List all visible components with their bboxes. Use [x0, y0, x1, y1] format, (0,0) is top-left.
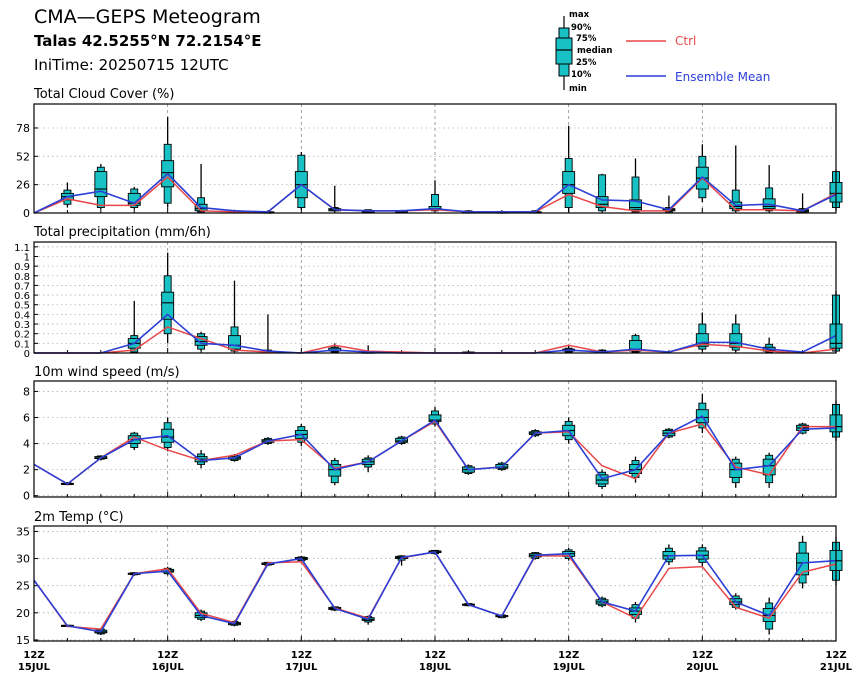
- x-label-hour: 12Z: [23, 650, 44, 661]
- header-title: CMA—GEPS Meteogram: [34, 6, 261, 28]
- cloud-cover-box-10-90: [631, 176, 640, 213]
- wind-speed-ytick-label: 2: [23, 464, 30, 477]
- x-label-day: 17JUL: [285, 662, 318, 673]
- cloud-cover-title: Total Cloud Cover (%): [33, 87, 174, 102]
- cloud-cover-box-25-75: [629, 199, 642, 211]
- cloud-cover-ytick-label: 0: [23, 207, 30, 220]
- cloud-cover-ytick-label: 52: [16, 150, 30, 163]
- precipitation-ytick-label: 0.9: [14, 262, 30, 273]
- precipitation-ytick-label: 0.1: [14, 339, 30, 350]
- precipitation-ytick-label: 0.4: [14, 310, 30, 321]
- x-label-hour: 12Z: [558, 650, 579, 661]
- precipitation-box-25-75: [161, 291, 175, 320]
- cloud-cover-box-25-75: [595, 196, 609, 208]
- legend-label-10pct: 10%: [571, 70, 592, 80]
- wind-speed-frame: [33, 380, 837, 498]
- precipitation-box-25-75: [729, 333, 743, 348]
- cloud-cover-mean-line: [33, 172, 837, 214]
- x-label-day: 21JUL: [820, 662, 853, 673]
- legend-box-25-75: [555, 37, 573, 65]
- cloud-cover-ytick-label: 78: [16, 122, 30, 135]
- wind-speed-title: 10m wind speed (m/s): [34, 365, 180, 380]
- wind-speed-ytick-label: 6: [23, 411, 30, 424]
- temperature-ytick-label: 30: [16, 553, 30, 566]
- temperature-mean-line: [33, 551, 837, 633]
- legend-label-90pct: 90%: [571, 23, 592, 33]
- wind-speed-ytick-label: 0: [23, 490, 30, 503]
- precipitation-frame: [33, 241, 837, 354]
- precipitation-ytick-label: 1: [24, 252, 30, 263]
- precipitation-box-25-75: [228, 335, 241, 350]
- x-label-hour: 12Z: [692, 650, 713, 661]
- precipitation-ytick-label: 0: [24, 349, 30, 360]
- legend-label-median: median: [577, 46, 612, 56]
- cloud-cover-box-25-75: [562, 171, 576, 194]
- temperature-frame: [33, 525, 837, 642]
- header-init-time: IniTime: 20250715 12UTC: [34, 56, 229, 74]
- x-label-day: 19JUL: [553, 662, 586, 673]
- cloud-cover-box-10-90: [598, 174, 607, 212]
- precipitation-ytick-label: 0.8: [14, 272, 30, 283]
- legend-label-max: max: [569, 10, 590, 20]
- cloud-cover-box-10-90: [731, 189, 740, 212]
- legend-label-25pct: 25%: [576, 58, 597, 68]
- temperature-ytick-label: 25: [16, 580, 30, 593]
- legend-label-min: min: [569, 84, 587, 94]
- cloud-cover-ytick-label: 26: [16, 179, 30, 192]
- legend-label-75pct: 75%: [576, 34, 597, 44]
- x-label-hour: 12Z: [424, 650, 445, 661]
- precipitation-ytick-label: 0.6: [14, 291, 30, 302]
- precipitation-box-25-75: [629, 340, 642, 352]
- cloud-cover-frame: [33, 103, 837, 214]
- cloud-cover-box-25-75: [94, 171, 108, 198]
- precipitation-ytick-label: 0.2: [14, 330, 30, 341]
- precipitation-title: Total precipitation (mm/6h): [33, 225, 211, 240]
- wind-speed-ytick-label: 8: [23, 385, 30, 398]
- temperature-ytick-label: 35: [16, 525, 30, 538]
- x-label-hour: 12Z: [291, 650, 312, 661]
- x-label-day: 15JUL: [18, 662, 51, 673]
- wind-speed-mean-line: [33, 415, 837, 485]
- x-label-hour: 12Z: [157, 650, 178, 661]
- wind-speed-ytick-label: 4: [23, 438, 30, 451]
- temperature-ytick-label: 20: [16, 607, 30, 620]
- temperature-title: 2m Temp (°C): [34, 510, 124, 525]
- legend-ctrl-label: Ctrl: [675, 34, 696, 48]
- precipitation-ytick-label: 0.3: [14, 320, 30, 331]
- x-label-day: 16JUL: [152, 662, 185, 673]
- temperature-ytick-label: 15: [16, 634, 30, 647]
- cloud-cover-box-10-90: [431, 194, 439, 212]
- x-label-hour: 12Z: [825, 650, 846, 661]
- legend-mean-label: Ensemble Mean: [675, 70, 770, 84]
- x-label-day: 18JUL: [419, 662, 452, 673]
- precipitation-ytick-label: 1.1: [14, 243, 30, 254]
- x-label-day: 20JUL: [686, 662, 719, 673]
- precipitation-ytick-label: 0.7: [14, 281, 30, 292]
- precipitation-ytick-label: 0.5: [14, 301, 30, 312]
- header-location: Talas 42.5255°N 72.2154°E: [34, 32, 262, 50]
